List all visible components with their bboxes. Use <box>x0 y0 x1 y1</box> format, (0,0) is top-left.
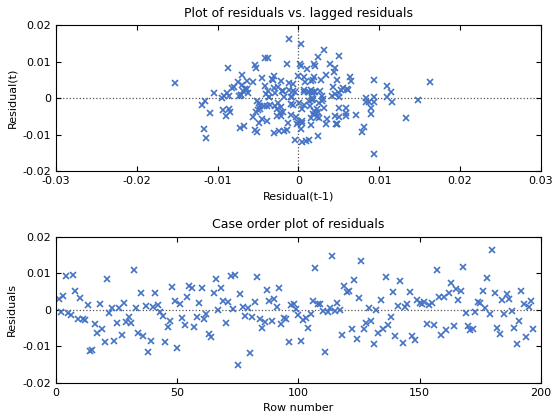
Y-axis label: Residual(t): Residual(t) <box>7 68 17 129</box>
X-axis label: Row number: Row number <box>263 403 334 413</box>
X-axis label: Residual(t-1): Residual(t-1) <box>263 192 334 202</box>
Title: Case order plot of residuals: Case order plot of residuals <box>212 218 385 231</box>
Y-axis label: Residuals: Residuals <box>7 283 17 336</box>
Title: Plot of residuals vs. lagged residuals: Plot of residuals vs. lagged residuals <box>184 7 413 20</box>
